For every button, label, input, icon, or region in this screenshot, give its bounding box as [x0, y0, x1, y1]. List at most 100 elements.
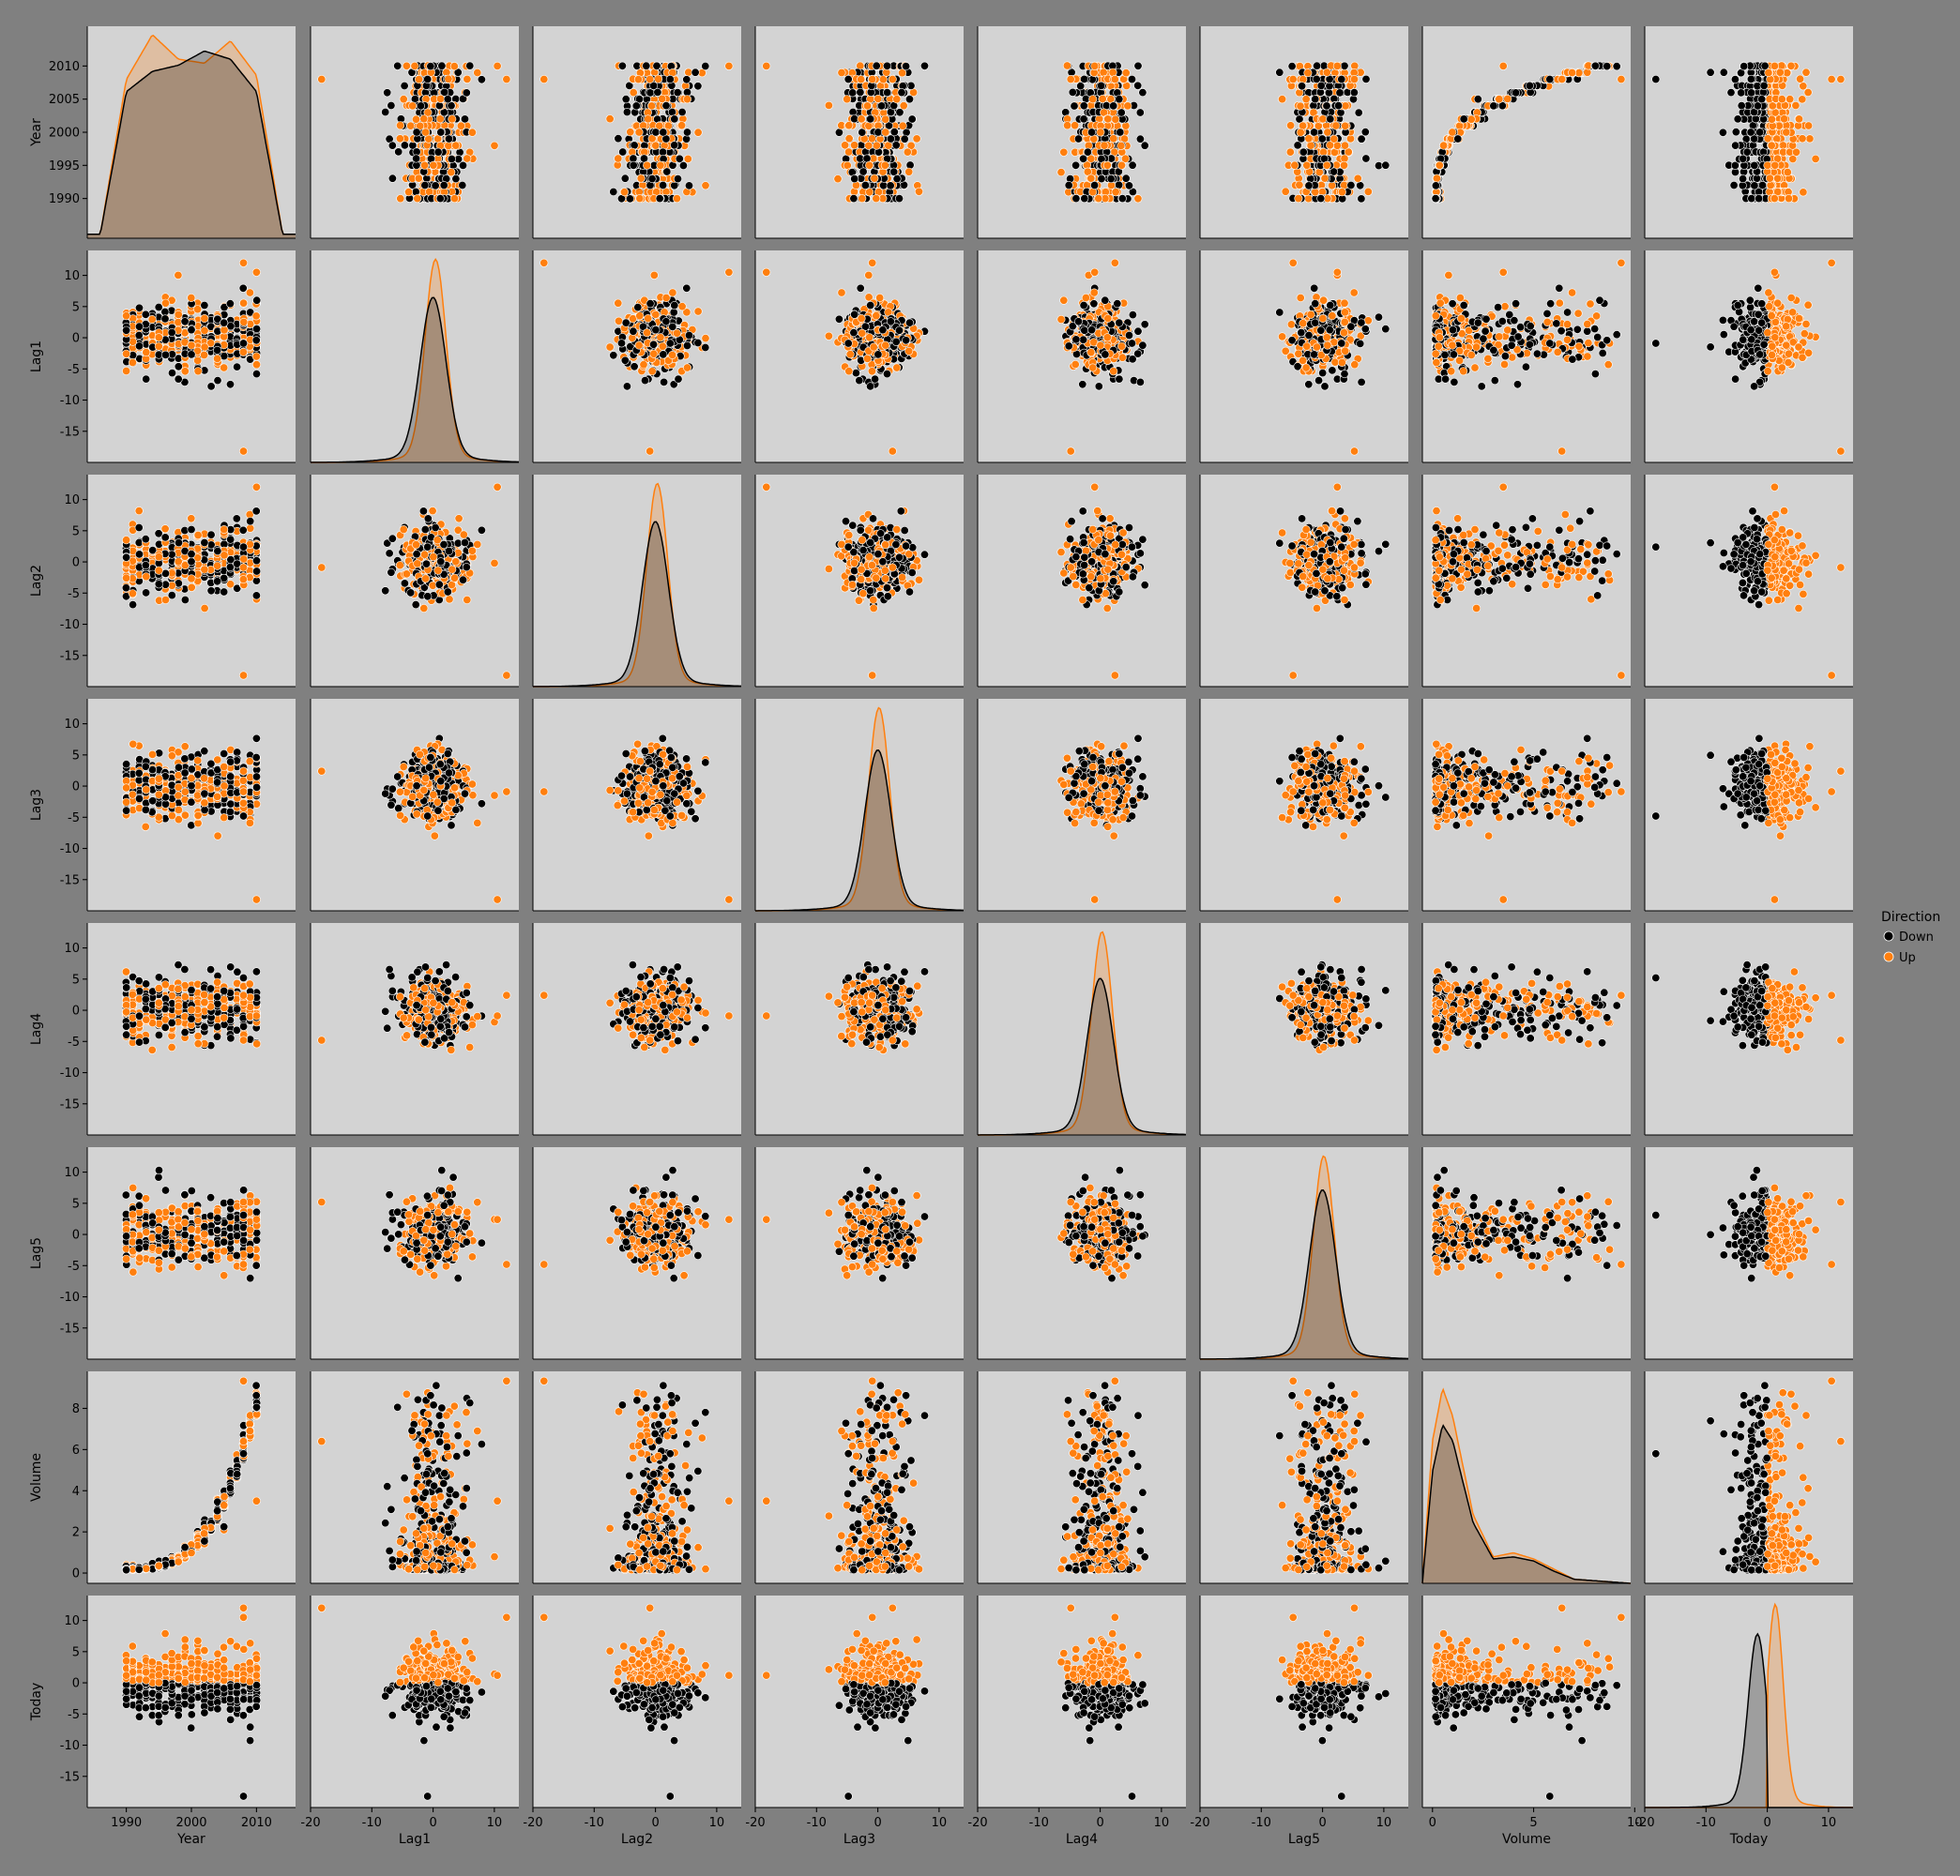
data-point-up: [239, 446, 249, 456]
data-point-down: [1097, 81, 1106, 90]
data-point-down: [1070, 101, 1079, 111]
data-point-down: [675, 154, 684, 163]
data-point-down: [882, 370, 891, 379]
data-point-up: [239, 317, 249, 326]
data-point-down: [902, 336, 911, 345]
data-point-up: [1805, 134, 1815, 144]
data-point-down: [1335, 88, 1345, 98]
data-point-down: [1316, 81, 1326, 90]
data-point-up: [844, 147, 854, 157]
data-point-up: [1063, 121, 1072, 130]
data-point-down: [387, 141, 397, 150]
data-point-down: [856, 87, 865, 97]
data-point-down: [1346, 181, 1356, 190]
data-point-up: [912, 134, 921, 144]
ytick-label: -5: [68, 363, 80, 377]
data-point-down: [849, 328, 858, 338]
data-point-up: [180, 367, 190, 376]
data-point-down: [843, 75, 853, 84]
data-point-down: [1360, 128, 1370, 137]
data-point-up: [672, 194, 681, 204]
data-point-down: [673, 174, 682, 184]
data-point-down: [670, 300, 679, 310]
data-point-down: [631, 101, 641, 111]
data-point-down: [225, 299, 235, 309]
data-point-down: [226, 380, 236, 389]
data-point-up: [668, 350, 677, 359]
data-point-down: [1737, 101, 1746, 111]
data-point-down: [661, 317, 671, 326]
data-point-up: [870, 174, 879, 183]
data-point-up: [122, 349, 131, 358]
data-point-down: [1361, 154, 1371, 163]
data-point-up: [490, 141, 499, 150]
data-point-down: [1759, 81, 1769, 90]
data-point-up: [122, 366, 131, 375]
data-point-up: [1066, 446, 1075, 456]
data-point-down: [1431, 181, 1440, 190]
data-point-up: [1117, 160, 1127, 170]
data-point-down: [1109, 101, 1118, 111]
data-point-down: [1074, 317, 1084, 326]
data-point-down: [693, 82, 703, 91]
data-point-up: [867, 367, 876, 376]
data-point-up: [647, 367, 657, 376]
data-point-down: [1730, 75, 1740, 84]
data-point-up: [857, 313, 866, 323]
data-point-up: [843, 95, 852, 104]
data-point-down: [629, 160, 638, 170]
data-point-down: [1733, 114, 1742, 124]
data-point-down: [670, 141, 679, 150]
data-point-down: [167, 327, 176, 337]
data-point-down: [387, 174, 397, 183]
data-point-down: [252, 295, 262, 305]
data-point-down: [642, 61, 651, 70]
data-point-down: [437, 61, 447, 70]
data-point-up: [634, 340, 644, 350]
data-point-down: [879, 181, 889, 190]
data-point-down: [682, 283, 691, 293]
data-point-up: [904, 346, 914, 356]
data-point-down: [1135, 108, 1145, 117]
data-point-up: [1783, 168, 1792, 177]
data-point-down: [866, 114, 875, 124]
data-point-down: [661, 101, 671, 111]
data-point-up: [824, 331, 833, 340]
data-point-down: [1317, 134, 1327, 144]
data-point-down: [691, 68, 700, 77]
data-point-down: [400, 82, 409, 91]
data-point-down: [904, 318, 914, 327]
data-point-up: [251, 352, 261, 361]
data-point-up: [1791, 101, 1800, 111]
data-point-up: [881, 128, 890, 137]
data-point-down: [1071, 335, 1081, 344]
data-point-down: [1746, 128, 1755, 137]
data-point-down: [381, 108, 390, 117]
data-point-down: [1083, 147, 1092, 157]
data-point-up: [1331, 121, 1341, 130]
data-point-down: [444, 134, 453, 144]
data-point-down: [1128, 339, 1137, 348]
data-point-up: [399, 95, 408, 104]
data-point-down: [858, 167, 868, 176]
ytick-label: 0: [72, 332, 80, 346]
data-point-down: [904, 95, 914, 104]
data-point-up: [878, 75, 888, 84]
data-point-down: [658, 147, 667, 157]
data-point-up: [1795, 114, 1804, 124]
data-point-down: [1304, 181, 1314, 190]
data-point-up: [420, 160, 430, 170]
data-point-up: [1090, 61, 1100, 70]
data-point-down: [1316, 194, 1326, 204]
cell-year-vs-lag4: [977, 26, 1186, 239]
data-point-down: [655, 194, 664, 204]
data-point-down: [1357, 194, 1366, 204]
data-point-up: [1337, 188, 1346, 197]
data-point-down: [174, 362, 183, 371]
data-point-up: [395, 134, 404, 144]
cell-year-vs-today: [1644, 26, 1853, 239]
data-point-down: [1731, 128, 1740, 137]
data-point-up: [317, 75, 327, 84]
data-point-down: [1310, 128, 1319, 137]
data-point-down: [394, 147, 403, 157]
